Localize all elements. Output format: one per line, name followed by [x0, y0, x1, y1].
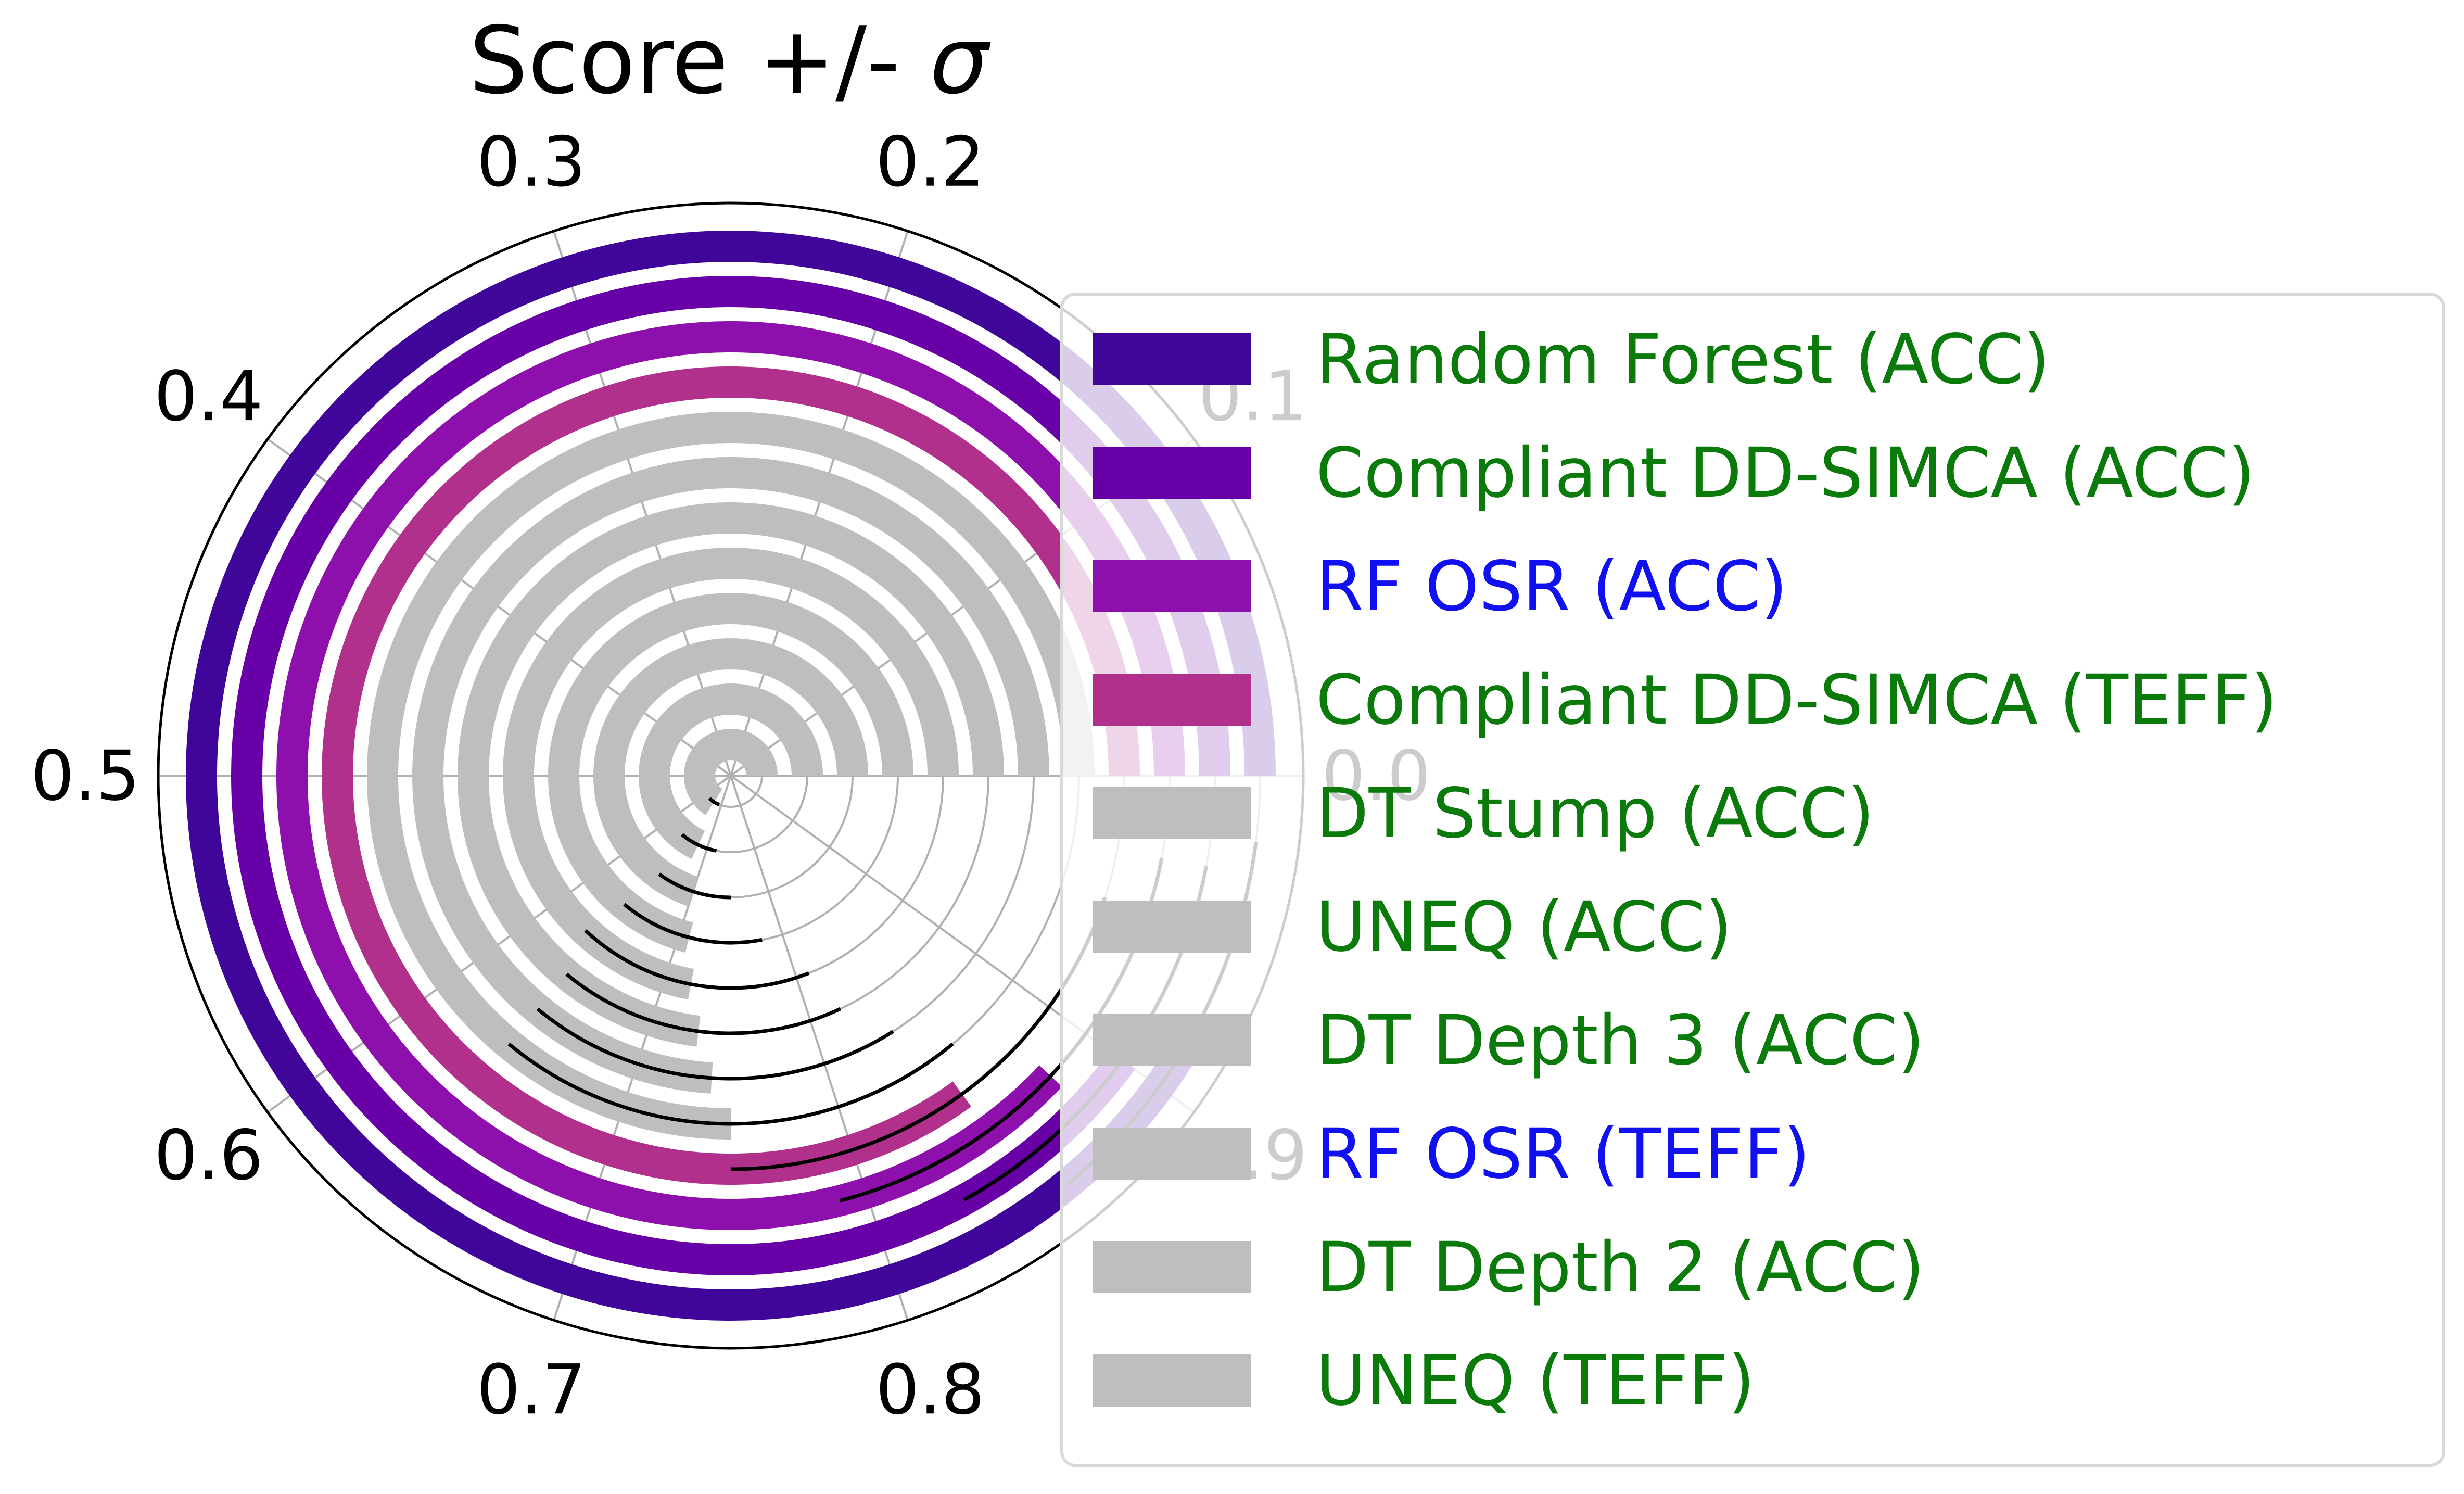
- legend-label: DT Depth 3 (ACC): [1316, 1001, 1925, 1081]
- legend-swatch: [1093, 560, 1251, 612]
- legend-frame: [1060, 293, 2445, 1467]
- error-arc: [584, 929, 810, 990]
- angular-tick-label: 0.8: [875, 1350, 985, 1430]
- angular-tick-label: 0.7: [477, 1350, 586, 1430]
- chart-title-sigma: σ: [930, 7, 991, 115]
- error-arc: [536, 1007, 894, 1081]
- legend-swatch: [1093, 1241, 1251, 1293]
- legend-swatch: [1093, 333, 1251, 385]
- bar-uneq-teff: [593, 638, 868, 907]
- legend-label: Compliant DD-SIMCA (ACC): [1316, 433, 2255, 513]
- chart-title-text: Score +/-: [469, 7, 930, 115]
- legend-label: Compliant DD-SIMCA (TEFF): [1316, 660, 2278, 740]
- bar-rf-osr-acc: [276, 321, 1185, 1230]
- angular-tick-label: 0.3: [477, 122, 586, 202]
- bar-rf-osr-teff: [503, 548, 959, 1000]
- error-arc: [623, 903, 763, 945]
- legend-swatch: [1093, 1014, 1251, 1066]
- bar-unlabeled-11: [684, 729, 778, 815]
- error-arc: [681, 833, 717, 853]
- legend-label: DT Depth 2 (ACC): [1316, 1227, 1925, 1308]
- bar-compliant-dd-simca-acc: [231, 276, 1230, 1275]
- angular-tick-label: 0.4: [154, 357, 263, 437]
- legend-label: RF OSR (TEFF): [1316, 1114, 1810, 1194]
- bar-uneq-acc: [412, 457, 1049, 1094]
- angular-tick-label: 0.6: [154, 1116, 263, 1196]
- bars: [186, 231, 1276, 1321]
- bar-compliant-dd-simca-teff: [322, 366, 1140, 1185]
- angular-tick-label: 0.5: [31, 736, 140, 816]
- legend-swatch: [1093, 787, 1251, 839]
- angular-tick-label: 0.2: [875, 122, 985, 202]
- legend-label: RF OSR (ACC): [1316, 547, 1787, 627]
- error-arc: [507, 1042, 954, 1126]
- error-arc: [708, 797, 720, 807]
- chart-title: Score +/- σ: [469, 7, 991, 115]
- legend-label: Random Forest (ACC): [1316, 320, 2050, 400]
- bar-dt-depth-2-acc: [548, 593, 913, 953]
- legend-swatch: [1093, 901, 1251, 953]
- legend-swatch: [1093, 1354, 1251, 1407]
- bar-dt-depth-3-acc: [458, 502, 1004, 1047]
- legend-swatch: [1093, 447, 1251, 499]
- legend-label: DT Stump (ACC): [1316, 774, 1874, 854]
- bar-dt-stump-acc: [367, 412, 1095, 1140]
- bar-unlabeled-10: [639, 683, 823, 859]
- error-arc: [658, 872, 731, 900]
- error-arc: [565, 972, 842, 1035]
- legend-label: UNEQ (TEFF): [1316, 1341, 1755, 1421]
- legend[interactable]: Random Forest (ACC) Compliant DD-SIMCA (A…: [1060, 293, 2445, 1467]
- legend-swatch: [1093, 674, 1251, 726]
- bar-random-forest-acc: [186, 231, 1276, 1321]
- legend-label: UNEQ (ACC): [1316, 887, 1732, 967]
- legend-swatch: [1093, 1128, 1251, 1180]
